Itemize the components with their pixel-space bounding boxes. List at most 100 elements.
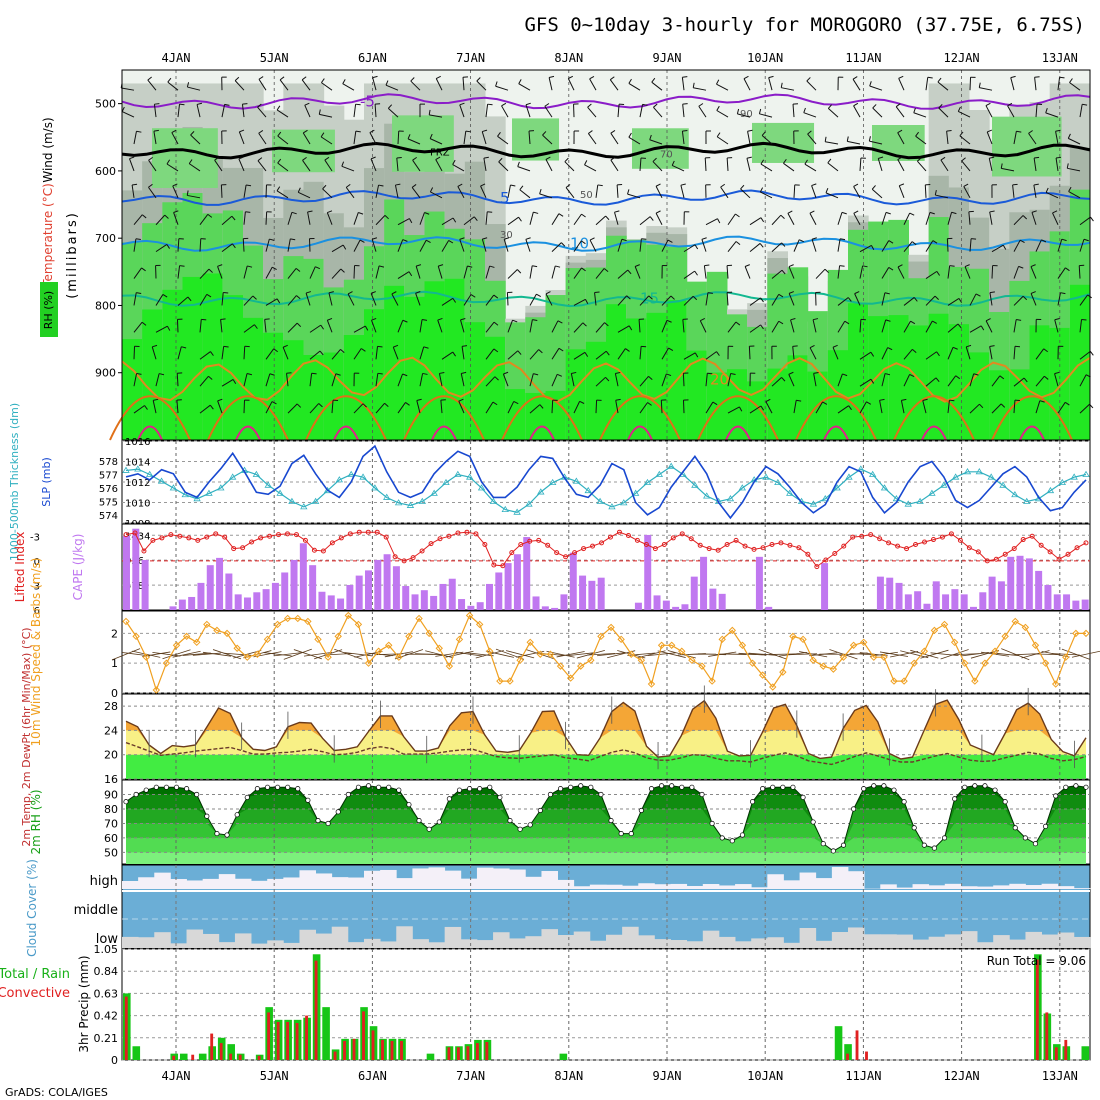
wind-barb-flag [224,103,230,106]
series-point-thickness [572,477,581,484]
wind-barb [693,87,707,91]
precip-bar-convective [846,1053,849,1060]
cloud-low-fill [638,935,655,948]
series-point-wind-speed [688,656,696,664]
series-point-thickness [169,484,178,491]
wind-barb [705,351,717,360]
series-point-wind-speed [364,659,373,667]
cloud-low-fill [1041,934,1059,948]
series-point-wind-speed [243,653,251,661]
wind-barb [950,653,979,656]
wind-barb [1055,131,1059,145]
wind-barb [1054,319,1059,333]
wind-barb-flag [651,77,656,83]
wind-barb [609,79,619,91]
wind-barb [419,212,425,225]
precip-bar-convective [257,1055,261,1060]
wind-barb [397,239,404,252]
wind-barb [915,135,927,145]
wind-barb [199,214,209,226]
cloud-low-fill [283,942,300,948]
wind-barb [682,373,685,387]
cape-bar [439,583,447,610]
temp-fill-green [126,754,1086,779]
wind-barb [397,130,400,145]
wind-barb-flag [135,238,141,241]
wind-barb-flag [626,295,631,300]
cape-bar [579,575,587,610]
precip-bar-convective [295,1023,299,1060]
series-point-wind-speed [294,614,302,623]
cloud-high-gap [476,867,494,889]
wind-barb [1079,374,1087,387]
cloud-high-gap [702,884,720,889]
cloud-high-gap [541,871,558,889]
cloud-high-gap [267,878,284,889]
wind-barb-flag [276,105,281,111]
wind-barb [1057,402,1066,414]
wind-barb-flag [927,76,933,79]
wind-barb-flag [778,293,784,298]
wind-barb [217,400,223,414]
wind-barb [898,185,905,199]
wind-barb [309,403,320,414]
series-point-wind-speed [132,632,140,641]
wind-barb-flag [519,185,524,191]
wind-barb [837,265,841,279]
series-point-rh [396,787,402,793]
isotherm-label: 20 [710,370,729,388]
wind-barb [309,350,321,360]
wind-barb-flag [627,269,632,275]
y-tick-label: 28 [104,700,118,713]
wind-barb [958,110,971,118]
wind-barb [304,104,311,118]
series-point-rh [305,797,311,803]
wind-barb [587,106,597,118]
cape-bar [914,591,922,610]
wind-barb-flag [978,82,981,88]
wind-barb-flag [452,351,457,357]
wind-barb-flag [539,404,544,409]
wind-barb-flag [517,350,522,355]
wind-barb [461,346,465,360]
wind-barb [573,240,582,252]
wind-barb [584,164,597,172]
wind-barb [459,104,465,118]
series-point-thickness [548,478,557,485]
wind-barb-flag [489,265,495,268]
series-point-rh [840,842,847,848]
wind-barb-flag [132,183,138,186]
wind-barb [947,375,957,387]
wind-barb-flag [929,211,935,215]
wind-barb [947,297,960,306]
cloud-low-fill [460,939,478,948]
wind-barb [111,648,141,661]
wind-barb [925,212,931,225]
wind-barb [177,104,181,118]
wind-barb [628,82,641,91]
series-point-rh [194,791,200,798]
wind-barb-flag [470,294,476,298]
wind-barb-flag [1081,318,1087,321]
wind-barb [947,347,954,360]
wind-barb [682,400,685,414]
date-label-bottom: 6JAN [358,1069,387,1083]
wind-barb [881,267,890,279]
wind-barb-flag [158,373,165,376]
series-point-lifted-index [365,529,371,535]
wind-barb [221,379,234,387]
wind-barb [176,373,179,387]
series-point-rh [295,786,301,792]
wind-barb [925,351,937,360]
wind-barb [551,348,560,360]
wind-barb-flag [809,344,815,349]
wind-barb [964,266,971,279]
rh-shade-90 [1029,325,1051,440]
series-point-lifted-index [437,536,443,542]
wind-barb [221,243,233,253]
series-point-thickness [157,477,166,484]
series-point-wind-speed [253,650,262,658]
series-point-thickness [335,476,344,483]
cape-bar [755,556,763,610]
wind-barb [460,373,465,387]
